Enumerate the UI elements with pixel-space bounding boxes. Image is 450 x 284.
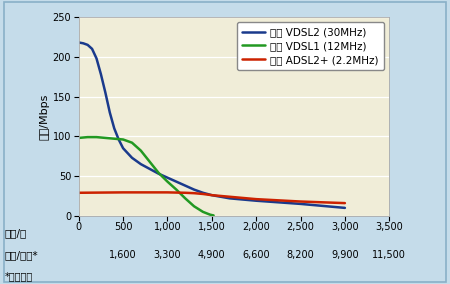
Legend: 下行 VDSL2 (30MHz), 下行 VDSL1 (12MHz), 下行 ADSL2+ (2.2MHz): 下行 VDSL2 (30MHz), 下行 VDSL1 (12MHz), 下行 A… [237,22,384,70]
Text: 9,900: 9,900 [331,250,359,260]
Text: 11,500: 11,500 [372,250,406,260]
下行 VDSL2 (30MHz) [98,73,104,76]
下行 ADSL2+ (2.2MHz) [227,195,232,199]
下行 VDSL2 (30MHz) [227,197,232,200]
下行 ADSL2+ (2.2MHz) [200,192,206,196]
下行 ADSL2+ (2.2MHz) [209,193,215,197]
Text: *数字取整: *数字取整 [4,271,33,281]
下行 VDSL1 (12MHz) [103,136,108,140]
下行 VDSL2 (30MHz) [342,206,347,210]
下行 ADSL2+ (2.2MHz) [183,191,188,195]
下行 VDSL2 (30MHz) [209,193,215,197]
Text: 3,300: 3,300 [153,250,181,260]
Line: 下行 ADSL2+ (2.2MHz): 下行 ADSL2+ (2.2MHz) [79,192,345,203]
下行 VDSL1 (12MHz) [156,171,161,175]
下行 VDSL1 (12MHz) [174,188,179,191]
下行 VDSL2 (30MHz) [191,188,197,191]
下行 VDSL2 (30MHz) [90,47,95,51]
下行 VDSL1 (12MHz) [207,213,213,216]
下行 VDSL1 (12MHz) [138,149,144,152]
下行 VDSL2 (30MHz) [103,91,108,94]
下行 VDSL2 (30MHz) [81,41,86,45]
下行 VDSL2 (30MHz) [200,191,206,195]
下行 VDSL2 (30MHz) [174,180,179,183]
下行 VDSL1 (12MHz) [183,197,188,200]
下行 VDSL1 (12MHz) [211,214,216,217]
下行 VDSL2 (30MHz) [298,202,303,206]
下行 VDSL2 (30MHz) [129,156,135,160]
下行 VDSL1 (12MHz) [94,135,99,139]
Text: 1,600: 1,600 [109,250,137,260]
下行 ADSL2+ (2.2MHz) [342,201,347,205]
下行 ADSL2+ (2.2MHz) [298,200,303,203]
Text: 8,200: 8,200 [287,250,315,260]
下行 VDSL1 (12MHz) [121,138,126,141]
下行 VDSL2 (30MHz) [76,41,81,44]
Text: 4,900: 4,900 [198,250,225,260]
Line: 下行 VDSL1 (12MHz): 下行 VDSL1 (12MHz) [79,137,214,216]
下行 VDSL1 (12MHz) [112,137,117,140]
下行 VDSL2 (30MHz) [107,111,112,114]
Text: 距离/米: 距离/米 [4,229,27,239]
下行 ADSL2+ (2.2MHz) [121,191,126,194]
Line: 下行 VDSL2 (30MHz): 下行 VDSL2 (30MHz) [79,43,345,208]
下行 VDSL1 (12MHz) [200,210,206,214]
下行 ADSL2+ (2.2MHz) [76,191,81,195]
下行 ADSL2+ (2.2MHz) [253,197,259,201]
下行 VDSL2 (30MHz) [253,199,259,202]
下行 VDSL1 (12MHz) [147,160,153,164]
Y-axis label: 速率/Mbps: 速率/Mbps [40,93,50,140]
下行 VDSL2 (30MHz) [138,162,144,166]
Text: 距离/英尺*: 距离/英尺* [4,250,38,260]
下行 VDSL1 (12MHz) [129,141,135,144]
下行 VDSL1 (12MHz) [191,204,197,208]
下行 ADSL2+ (2.2MHz) [165,191,170,194]
下行 VDSL2 (30MHz) [112,127,117,130]
下行 VDSL2 (30MHz) [85,43,90,47]
下行 VDSL2 (30MHz) [94,57,99,60]
下行 VDSL1 (12MHz) [76,136,81,140]
下行 VDSL2 (30MHz) [183,184,188,187]
下行 VDSL2 (30MHz) [121,147,126,150]
下行 VDSL2 (30MHz) [156,172,161,176]
下行 VDSL1 (12MHz) [85,135,90,139]
下行 VDSL2 (30MHz) [116,138,122,141]
下行 VDSL2 (30MHz) [147,167,153,171]
下行 VDSL2 (30MHz) [165,176,170,179]
下行 ADSL2+ (2.2MHz) [191,191,197,195]
下行 VDSL1 (12MHz) [165,180,170,183]
Text: 6,600: 6,600 [243,250,270,260]
